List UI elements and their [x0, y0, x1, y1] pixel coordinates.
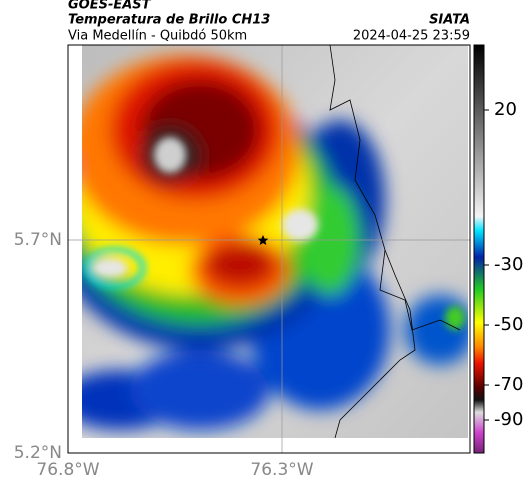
colorbar-tick-label: -30: [494, 254, 523, 275]
location-marker: [257, 235, 269, 245]
title: GOES-EAST: [68, 0, 152, 13]
colorbar-tick: -70: [484, 374, 523, 395]
colorbar-tick: -50: [484, 314, 523, 335]
subtitle: Temperatura de Brillo CH13: [68, 13, 270, 28]
colorbar-tick: -90: [484, 409, 523, 430]
colorbar-tick-label: -70: [494, 374, 523, 395]
timestamp: 2024-04-25 23:59: [353, 29, 470, 44]
colorbar-tick-label: -50: [494, 314, 523, 335]
colorbar-ticks: 20 -30 -50 -70 -90: [484, 99, 523, 430]
lon-label: 76.8°W: [36, 460, 99, 480]
source: SIATA: [429, 13, 470, 28]
colorbar-tick-label: 20: [494, 99, 517, 120]
lat-label: 5.2°N: [14, 443, 62, 463]
map-frame: [67, 44, 471, 454]
colorbar-tick: 20: [484, 99, 517, 120]
colorbar-tick: -30: [484, 254, 523, 275]
location: Via Medellín - Quibdó 50km: [68, 29, 247, 44]
colorbar-tick-label: -90: [494, 409, 523, 430]
lon-label: 76.3°W: [250, 460, 313, 480]
colorbar: [473, 44, 485, 454]
lat-label: 5.7°N: [14, 230, 62, 250]
